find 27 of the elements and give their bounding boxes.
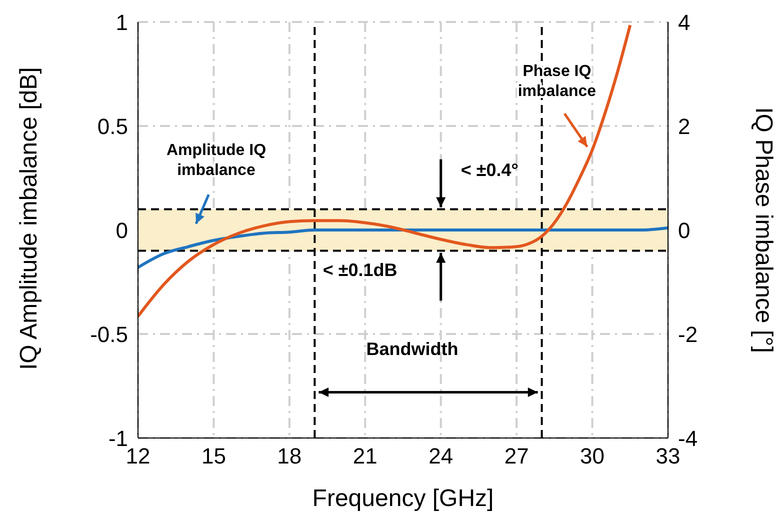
x-tick-label: 24 (428, 444, 454, 469)
y2-axis-title: IQ Phase imbalance [°] (750, 107, 777, 353)
x-tick-label: 30 (580, 444, 605, 469)
x-tick-label: 27 (504, 444, 529, 469)
y2-tick-label: 2 (678, 114, 690, 139)
x-tick-label: 12 (126, 444, 150, 469)
y2-tick-label: -2 (678, 322, 698, 347)
annotation: Bandwidth (366, 338, 458, 359)
y-tick-label: 0.5 (97, 114, 128, 139)
y-axis-title: IQ Amplitude imbalance [dB] (16, 67, 43, 370)
y2-tick-label: -4 (678, 426, 698, 451)
y2-tick-label: 4 (678, 10, 690, 35)
y-tick-label: -1 (108, 426, 128, 451)
x-tick-label: 33 (656, 444, 680, 469)
y2-tick-label: 0 (678, 218, 690, 243)
x-axis-title: Frequency [GHz] (312, 485, 494, 512)
series-label: Phase IQ imbalance (518, 63, 596, 100)
text: Amplitude IQ imbalance (166, 142, 266, 180)
x-tick-label: 15 (201, 444, 226, 469)
line-series (138, 24, 632, 318)
y-tick-label: -0.5 (90, 322, 128, 347)
x-tick-label: 21 (352, 444, 378, 469)
annotation: < ±0.1dB (322, 260, 398, 280)
x-tick-label: 18 (277, 444, 302, 469)
y-tick-label: 1 (116, 10, 128, 35)
y-tick-label: 0 (116, 218, 128, 243)
annotation: < ±0.4° (460, 160, 518, 180)
